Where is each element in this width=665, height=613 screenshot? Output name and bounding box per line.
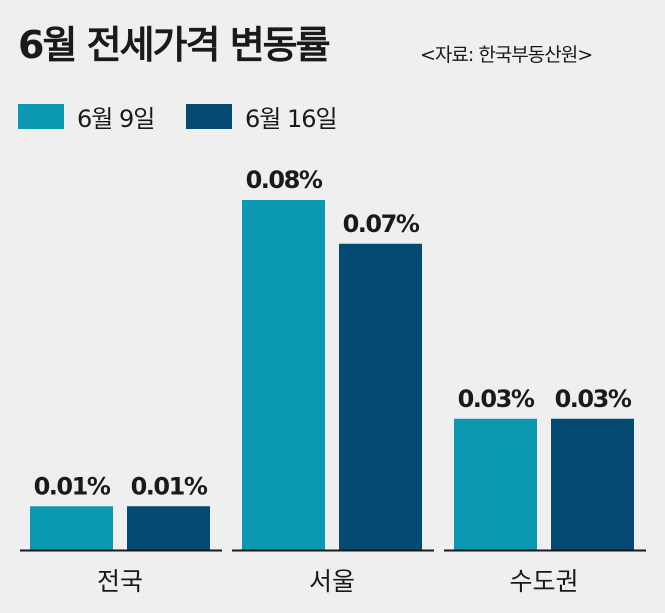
- bar-2-2: [339, 243, 422, 550]
- legend-item-series-2: 6월 16일: [186, 101, 338, 133]
- category-label-2: 서울: [309, 567, 355, 596]
- data-label-1-1: 0.01%: [34, 472, 111, 500]
- legend-swatch-series-2: [186, 103, 232, 129]
- legend-label-series-2: 6월 16일: [245, 104, 338, 133]
- bar-1-2: [242, 200, 325, 550]
- legend-label-series-1: 6월 9일: [77, 104, 155, 133]
- bar-2-1: [127, 506, 210, 550]
- bar-2-3: [551, 418, 634, 550]
- data-label-2-3: 0.03%: [555, 385, 632, 413]
- data-label-1-2: 0.08%: [246, 166, 323, 194]
- data-label-2-2: 0.07%: [343, 210, 420, 238]
- category-label-1: 전국: [97, 567, 143, 596]
- bar-1-1: [30, 506, 113, 550]
- legend-item-series-1: 6월 9일: [18, 101, 155, 133]
- bar-1-3: [454, 418, 537, 550]
- data-label-1-3: 0.03%: [458, 385, 535, 413]
- data-label-2-1: 0.01%: [131, 472, 208, 500]
- chart-title: 6월 전세가격 변동률: [18, 23, 331, 67]
- category-label-3: 수도권: [509, 567, 578, 596]
- legend-swatch-series-1: [18, 103, 64, 129]
- source-note: <자료: 한국부동산원>: [420, 44, 593, 66]
